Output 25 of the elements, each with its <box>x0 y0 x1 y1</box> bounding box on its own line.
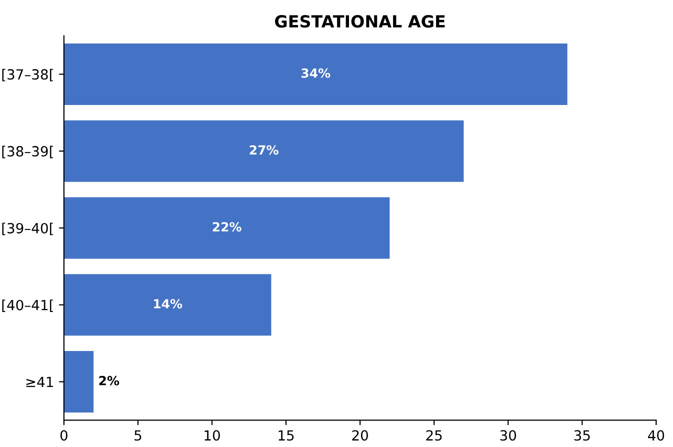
bar <box>64 350 94 412</box>
data-label: 22% <box>212 222 242 232</box>
x-tick-label: 30 <box>500 430 516 441</box>
x-tick-label: 40 <box>648 430 664 441</box>
data-label: 14% <box>154 299 182 308</box>
y-tick-label: [37–38[ <box>2 68 53 82</box>
x-tick-label: 10 <box>204 430 220 441</box>
bar <box>64 120 464 182</box>
data-label: 27% <box>250 145 278 155</box>
bar <box>64 274 272 336</box>
y-tick-label: [40–41[ <box>2 300 53 312</box>
x-tick-label: 15 <box>278 430 294 441</box>
y-tick-label: ≥41 <box>26 376 53 388</box>
x-tick-label: 25 <box>426 430 442 441</box>
x-tick-label: 5 <box>134 430 142 441</box>
x-tick-label: 0 <box>60 430 68 441</box>
x-tick-label: 20 <box>352 430 368 441</box>
data-label: 34% <box>302 68 330 78</box>
y-tick-label: [39–40[ <box>2 222 53 236</box>
x-tick-label: 35 <box>574 430 590 441</box>
bar <box>64 43 568 105</box>
chart-title: GESTATIONAL AGE <box>275 15 445 28</box>
y-tick-label: [38–39[ <box>2 146 53 158</box>
data-label: 2% <box>99 376 120 386</box>
bar <box>64 197 390 259</box>
